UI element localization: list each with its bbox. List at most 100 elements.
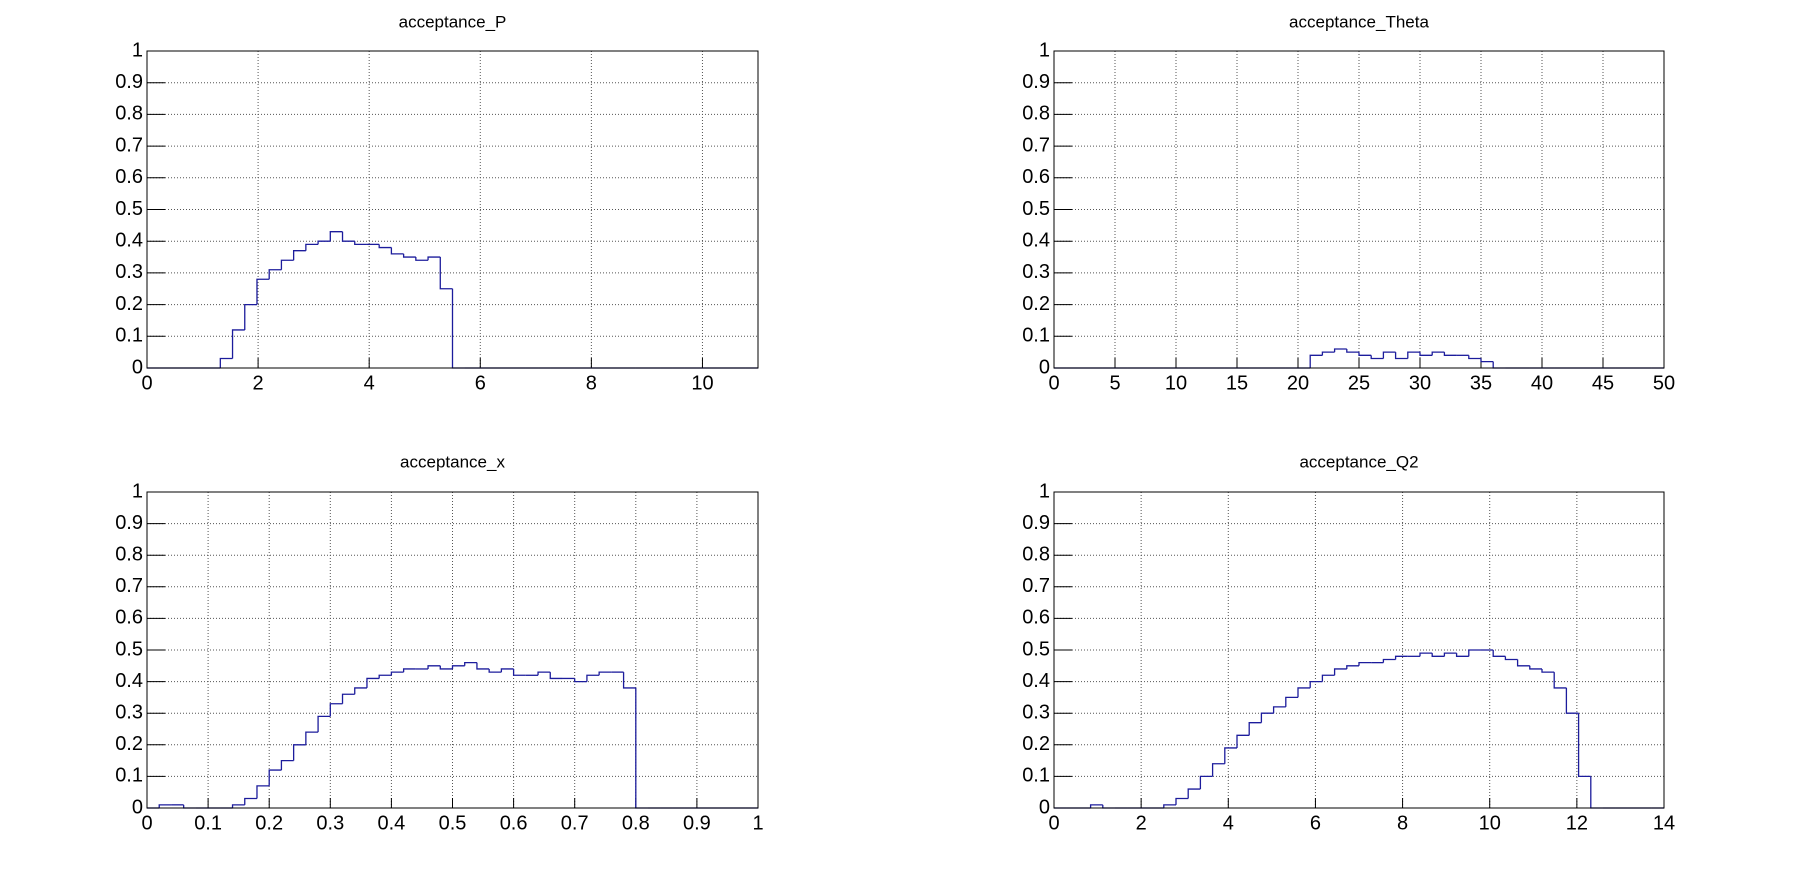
histogram-bin (329, 231, 343, 242)
chart-title: acceptance_Q2 (1299, 452, 1418, 471)
histogram-bin (219, 357, 233, 368)
histogram-bin (329, 703, 343, 717)
histogram-bin (1492, 650, 1506, 657)
histogram-bin (439, 257, 453, 290)
histogram-bin (317, 715, 331, 733)
histogram-bin (1224, 747, 1237, 764)
histogram-bin (1333, 668, 1347, 676)
histogram-bin (464, 661, 477, 666)
histogram-bin (1382, 658, 1396, 663)
y-tick-label: 0.5 (1022, 638, 1050, 660)
y-tick-label: 0 (1039, 356, 1050, 378)
y-tick-label: 0 (132, 796, 143, 818)
y-tick-label: 0 (1039, 796, 1050, 818)
x-tick-label: 15 (1226, 372, 1248, 394)
histogram-bin (366, 677, 380, 688)
histogram-bin (317, 240, 331, 245)
histogram-bin (574, 678, 587, 683)
y-tick-label: 0.2 (115, 733, 143, 755)
histogram-bin (586, 674, 600, 682)
histogram-bin (268, 269, 282, 280)
x-tick-label: 6 (1310, 812, 1321, 834)
x-tick-label: 2 (1136, 812, 1147, 834)
y-tick-label: 0.2 (1022, 293, 1050, 315)
histogram-bin (305, 731, 319, 745)
x-tick-label: 5 (1109, 372, 1120, 394)
x-tick-label: 0.6 (500, 812, 528, 834)
x-tick-label: 35 (1470, 372, 1492, 394)
y-tick-label: 1 (132, 39, 143, 61)
y-tick-label: 0.8 (115, 103, 143, 125)
histogram-bin (1382, 351, 1396, 359)
histogram-bin (537, 671, 551, 676)
histogram-bin (1504, 656, 1518, 661)
histogram-bin (1346, 665, 1359, 669)
y-tick-label: 0.1 (115, 765, 143, 787)
x-tick-label: 45 (1592, 372, 1614, 394)
histogram-bin (292, 744, 306, 761)
y-tick-label: 0.9 (115, 512, 143, 534)
y-tick-label: 0.8 (1022, 103, 1050, 125)
histogram-bin (1321, 674, 1335, 682)
histogram-bin (1468, 649, 1481, 657)
y-tick-label: 0.3 (115, 701, 143, 723)
histogram-bin (1272, 706, 1286, 714)
histogram-bin (244, 797, 257, 805)
histogram-bin (1516, 659, 1530, 667)
histogram-bin (390, 247, 404, 255)
x-tick-label: 2 (253, 372, 264, 394)
x-tick-label: 0.5 (439, 812, 467, 834)
plot-frame (1053, 50, 1665, 369)
y-tick-label: 0.6 (1022, 607, 1050, 629)
histogram-bin (1419, 352, 1433, 356)
histogram-bin (1565, 687, 1579, 714)
x-tick-label: 40 (1531, 372, 1553, 394)
chart-title: acceptance_Theta (1289, 12, 1429, 31)
histogram-bin (305, 243, 319, 251)
histogram-bin (341, 693, 355, 704)
chart-title: acceptance_P (399, 12, 507, 31)
histogram-bin (354, 687, 367, 695)
y-tick-label: 0.2 (1022, 733, 1050, 755)
histogram-bin (439, 665, 453, 670)
histogram-bin (1346, 348, 1359, 353)
histogram-bin (1199, 775, 1213, 790)
histogram-bin (378, 674, 392, 679)
x-tick-label: 4 (364, 372, 375, 394)
histogram-bin (1577, 713, 1591, 778)
histogram-bin (500, 668, 514, 673)
histogram-bin (280, 259, 294, 270)
histogram-bin (1455, 653, 1469, 657)
x-tick-label: 6 (475, 372, 486, 394)
x-tick-label: 50 (1653, 372, 1675, 394)
histogram-bin (1321, 351, 1335, 356)
histogram-bin (341, 231, 355, 242)
histogram-bin (1309, 680, 1323, 688)
histogram-bin (549, 672, 563, 680)
histogram-bin (1187, 788, 1201, 799)
y-tick-label: 0.6 (115, 166, 143, 188)
histogram-bin (427, 665, 441, 669)
histogram-bin (1431, 653, 1445, 657)
x-tick-label: 0 (141, 372, 152, 394)
histogram-bin (402, 668, 416, 673)
histogram-bin (1309, 354, 1323, 368)
x-tick-label: 0.7 (561, 812, 589, 834)
histogram-bin (1407, 351, 1420, 359)
x-tick-label: 0.4 (377, 812, 405, 834)
histogram-bin (1333, 348, 1347, 353)
histogram-bin (1370, 355, 1384, 360)
y-tick-label: 0.3 (1022, 261, 1050, 283)
histogram-bin (231, 804, 245, 808)
y-tick-label: 0.7 (1022, 575, 1050, 597)
x-tick-label: 12 (1566, 812, 1588, 834)
x-tick-label: 25 (1348, 372, 1370, 394)
x-tick-label: 0.3 (316, 812, 344, 834)
histogram-bin (1163, 804, 1176, 808)
plot-frame (1053, 491, 1665, 809)
histogram-bin (488, 668, 502, 673)
y-tick-label: 0.7 (115, 134, 143, 156)
histogram-bin (231, 329, 245, 359)
histogram-bin (1529, 665, 1542, 670)
